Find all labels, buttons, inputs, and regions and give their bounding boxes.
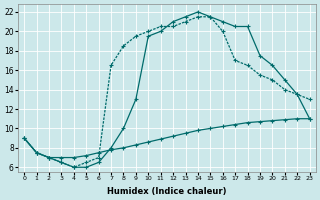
X-axis label: Humidex (Indice chaleur): Humidex (Indice chaleur) <box>107 187 227 196</box>
